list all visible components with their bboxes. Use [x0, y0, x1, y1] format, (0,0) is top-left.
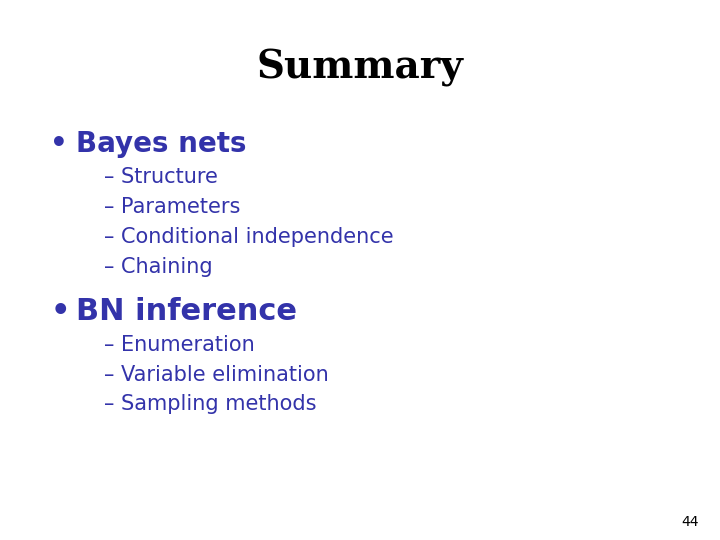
- Text: Bayes nets: Bayes nets: [76, 130, 246, 158]
- Text: Summary: Summary: [256, 49, 464, 86]
- Text: •: •: [50, 297, 70, 326]
- Text: – Chaining: – Chaining: [104, 256, 213, 276]
- Text: 44: 44: [681, 515, 698, 529]
- Text: BN inference: BN inference: [76, 297, 297, 326]
- Text: – Variable elimination: – Variable elimination: [104, 364, 329, 384]
- Text: – Enumeration: – Enumeration: [104, 335, 255, 355]
- Text: •: •: [50, 130, 68, 158]
- Text: – Conditional independence: – Conditional independence: [104, 227, 394, 247]
- Text: – Parameters: – Parameters: [104, 197, 240, 217]
- Text: – Structure: – Structure: [104, 167, 218, 187]
- Text: – Sampling methods: – Sampling methods: [104, 394, 317, 414]
